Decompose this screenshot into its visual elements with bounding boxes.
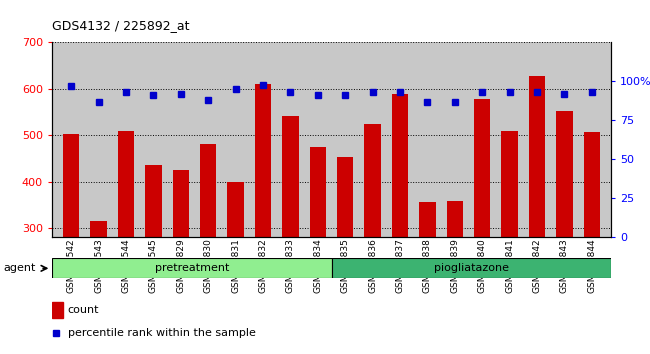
- Bar: [556, 110, 573, 354]
- Bar: [282, 116, 298, 354]
- Text: pretreatment: pretreatment: [155, 263, 229, 273]
- Bar: [63, 134, 79, 354]
- Bar: [52, 302, 63, 318]
- Bar: [584, 132, 600, 354]
- Bar: [227, 182, 244, 354]
- Bar: [337, 158, 354, 354]
- Bar: [309, 147, 326, 354]
- Bar: [419, 202, 436, 354]
- Text: GDS4132 / 225892_at: GDS4132 / 225892_at: [52, 19, 190, 32]
- Text: piogliatazone: piogliatazone: [434, 263, 509, 273]
- Bar: [200, 144, 216, 354]
- Bar: [172, 170, 189, 354]
- Bar: [90, 221, 107, 354]
- Bar: [474, 99, 491, 354]
- Bar: [365, 124, 381, 354]
- Bar: [332, 258, 611, 278]
- Bar: [529, 76, 545, 354]
- Text: agent: agent: [3, 263, 36, 273]
- Bar: [145, 165, 162, 354]
- Text: percentile rank within the sample: percentile rank within the sample: [68, 328, 255, 338]
- Bar: [447, 201, 463, 354]
- Bar: [52, 258, 332, 278]
- Bar: [255, 84, 271, 354]
- Bar: [501, 131, 518, 354]
- Text: count: count: [68, 305, 99, 315]
- Bar: [118, 131, 134, 354]
- Bar: [392, 95, 408, 354]
